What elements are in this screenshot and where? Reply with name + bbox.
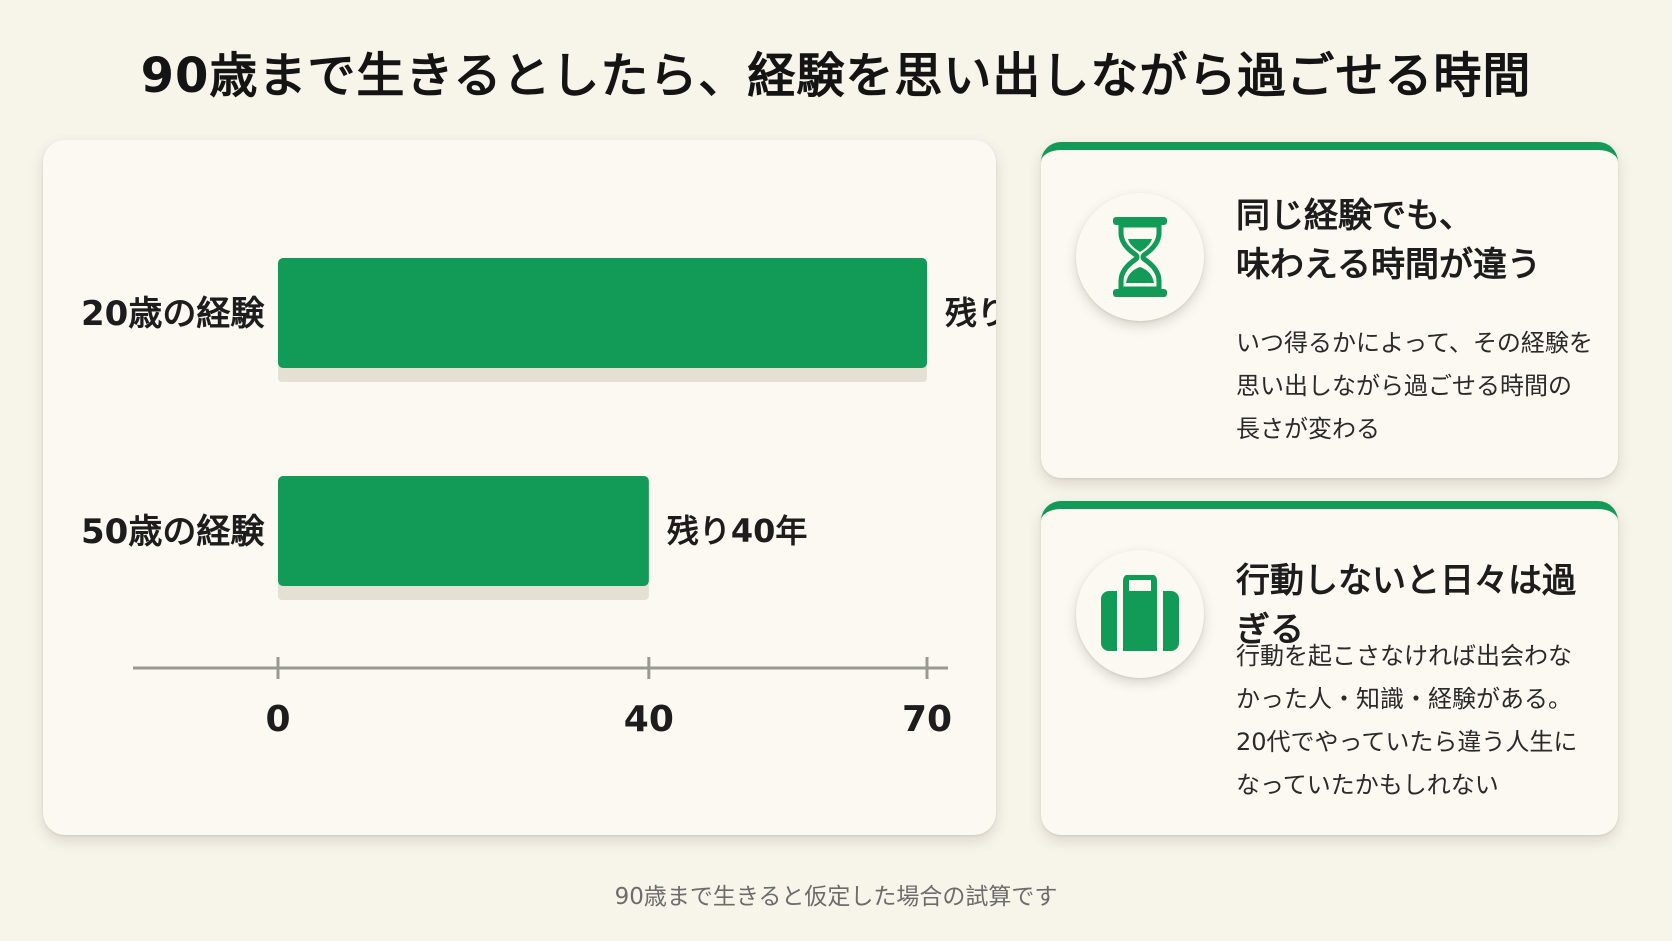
bar-category-label: 20歳の経験 <box>81 294 265 334</box>
briefcase-icon-circle <box>1076 550 1204 678</box>
x-tick-label: 70 <box>902 699 952 740</box>
info-card-timing: 同じ経験でも、 味わえる時間が違う いつ得るかによって、その経験を 思い出しなが… <box>1041 142 1618 478</box>
bar-value-label: 残り70年 <box>945 294 996 332</box>
bar-chart: 20歳の経験 残り70年 50歳の経験 残り40年 0 40 70 <box>81 258 996 740</box>
card-heading: 同じ経験でも、 味わえる時間が違う <box>1236 196 1541 285</box>
card-heading: 行動しないと日々は過ぎる <box>1236 561 1576 650</box>
briefcase-icon <box>1101 575 1179 651</box>
bar-category-label: 50歳の経験 <box>81 512 265 552</box>
bar <box>278 258 927 368</box>
x-tick-label: 0 <box>265 699 290 740</box>
bar <box>278 476 649 586</box>
hourglass-icon-circle <box>1076 193 1204 321</box>
footnote: 90歳まで生きると仮定した場合の試算です <box>614 884 1058 910</box>
info-card-action: 行動しないと日々は過ぎる 行動を起こさなければ出会わな かった人・知識・経験があ… <box>1041 501 1618 835</box>
card-body: 行動を起こさなければ出会わな かった人・知識・経験がある。 20代でやっていたら… <box>1236 642 1578 799</box>
chart-card: 20歳の経験 残り70年 50歳の経験 残り40年 0 40 70 <box>43 140 996 835</box>
x-tick-label: 40 <box>624 699 674 740</box>
card-body: いつ得るかによって、その経験を 思い出しながら過ごせる時間の 長さが変わる <box>1236 329 1593 443</box>
bar-value-label: 残り40年 <box>667 512 808 550</box>
page-title: 90歳まで生きるとしたら、経験を思い出しながら過ごせる時間 <box>140 48 1532 104</box>
bar-base <box>278 582 649 600</box>
hourglass-icon <box>1113 217 1167 297</box>
bar-base <box>278 364 927 382</box>
